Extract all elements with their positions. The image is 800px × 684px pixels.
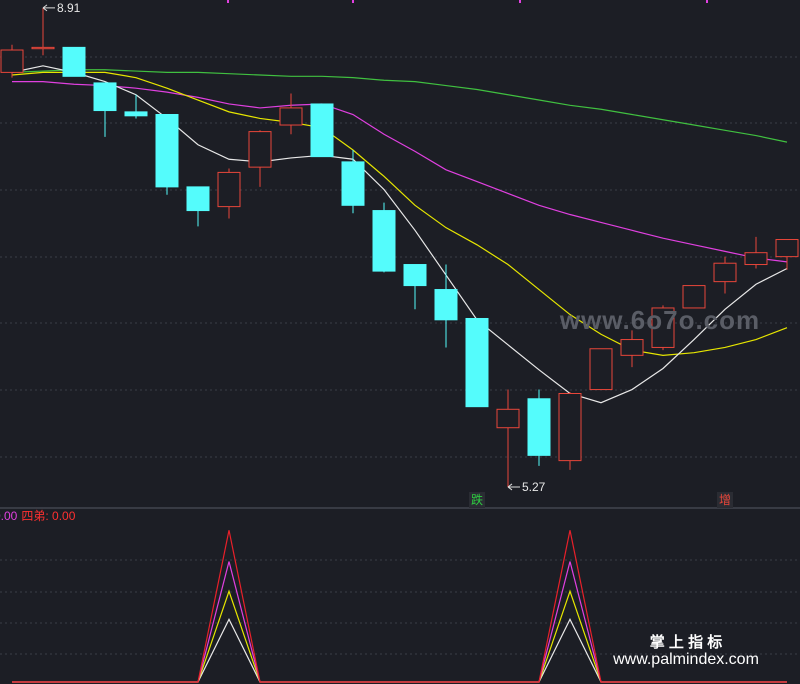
moving-average-line [11, 65, 788, 404]
candle-body [186, 186, 210, 212]
candle-body [713, 262, 737, 283]
candle-body [465, 317, 489, 408]
candle-body [620, 339, 644, 356]
candle-body [341, 161, 365, 206]
candle-body [62, 46, 86, 77]
marker [352, 0, 354, 3]
moving-average-line [11, 71, 788, 356]
arrow [507, 483, 520, 491]
signal-box [469, 492, 485, 508]
candle-body [403, 264, 427, 287]
marker [519, 0, 521, 3]
watermark: www.palmindex.com [612, 651, 759, 668]
candle-body [558, 393, 582, 462]
candle-body [775, 239, 799, 258]
arrow [42, 4, 55, 12]
signal-box [717, 492, 733, 508]
candle-body [682, 285, 706, 309]
signal-label: 跌 [471, 492, 483, 507]
indicator-line [12, 530, 787, 683]
marker [706, 0, 708, 3]
candle-body [217, 171, 241, 208]
low-label: 5.27 [522, 480, 546, 494]
candle-body [93, 82, 117, 112]
candle-body [744, 252, 768, 266]
candle-body [248, 131, 272, 168]
candle-body [310, 103, 334, 158]
candle-body [651, 307, 675, 348]
candle-body [0, 49, 24, 73]
watermark: www.6o7o.com [559, 305, 760, 335]
candle-body [496, 408, 520, 429]
watermark: 掌 上 指 标 [650, 633, 723, 651]
marker [227, 0, 229, 3]
candle-body [124, 111, 148, 117]
high-label: 8.91 [57, 1, 81, 15]
candle-body [372, 210, 396, 272]
candle-body [589, 348, 613, 391]
moving-average-line [11, 69, 788, 143]
candle-body [527, 398, 551, 456]
candle-body [434, 289, 458, 321]
candle-body [31, 46, 55, 50]
indicator-header: 四弟: 0.00 [21, 509, 75, 523]
candle-body [155, 113, 179, 188]
indicator-header: 0.00 [0, 509, 18, 523]
top-markers [227, 0, 708, 3]
signal-label: 增 [719, 493, 731, 507]
candle-body [279, 107, 303, 126]
moving-average-line [12, 80, 788, 263]
